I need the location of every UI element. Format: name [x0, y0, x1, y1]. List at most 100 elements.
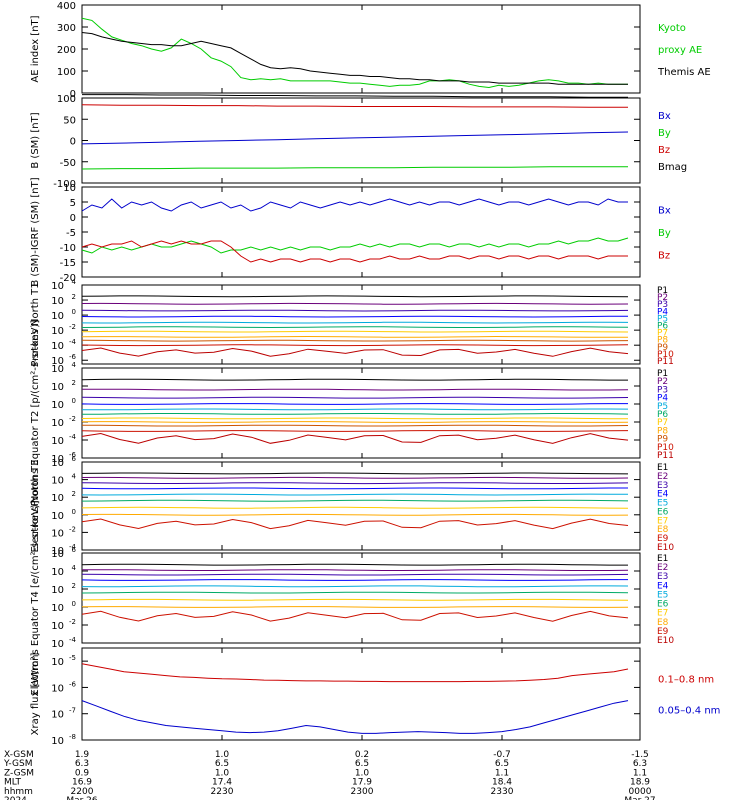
x-axis-cell: 1.0 — [215, 750, 230, 760]
y-tick-label: 10 — [51, 683, 64, 694]
y-tick-label: -20 — [60, 273, 76, 284]
series-line — [81, 472, 629, 475]
y-tick-label: -5 — [66, 228, 76, 239]
series-line — [81, 344, 629, 347]
x-axis-cell: 17.4 — [212, 778, 232, 788]
x-axis-cell: 6.5 — [355, 759, 369, 769]
y-tick-label: 10 — [51, 382, 64, 393]
legend-entry: P9 — [657, 435, 668, 445]
y-tick-label: -100 — [53, 179, 76, 190]
x-axis-cell: 6.3 — [75, 759, 89, 769]
series-line — [81, 476, 629, 479]
series-line — [81, 430, 629, 432]
y-axis-label: B (SM) [nT] — [30, 112, 41, 168]
panel-frame — [81, 461, 641, 551]
series-line — [82, 388, 629, 391]
series-line — [81, 309, 629, 312]
series-line — [81, 198, 628, 212]
series-line — [81, 403, 628, 405]
y-tick-label: 10 — [51, 418, 64, 429]
series-line — [81, 513, 629, 516]
legend-entry: P2 — [657, 377, 668, 387]
y-tick-exponent: -4 — [69, 636, 77, 644]
y-tick-label: 10 — [51, 476, 64, 487]
series-line — [81, 424, 629, 427]
y-tick-label: 10 — [51, 458, 64, 469]
legend-entry: By — [658, 128, 671, 139]
legend-entry: E3 — [657, 572, 668, 582]
y-tick-label: 10 — [51, 454, 64, 465]
legend-entry: P3 — [657, 385, 668, 395]
y-tick-label: -50 — [60, 158, 76, 169]
y-tick-label: 10 — [51, 567, 64, 578]
legend-entry: P8 — [657, 336, 668, 346]
y-tick-label: 10 — [51, 549, 64, 560]
y-axis-label: AE index [nT] — [30, 15, 41, 82]
y-axis-label: Protons North T1 — [30, 282, 41, 366]
x-axis-cell: 0.2 — [355, 750, 369, 760]
legend-entry: E6 — [657, 600, 669, 610]
y-tick-exponent: -2 — [69, 525, 76, 533]
legend-entry: E4 — [657, 490, 669, 500]
legend-entry: E1 — [657, 554, 668, 564]
series-line — [81, 166, 628, 170]
x-axis-cell: 6.5 — [495, 759, 509, 769]
y-tick-label: 10 — [51, 736, 64, 747]
series-line — [81, 104, 628, 108]
x-axis-row-label: hhmm — [4, 787, 33, 797]
x-axis-cell: 2300 — [351, 787, 374, 797]
x-axis-cell: 1.1 — [495, 768, 509, 778]
y-tick-exponent: 4 — [72, 361, 77, 369]
x-axis-cell: 2330 — [491, 787, 514, 797]
series-line — [81, 335, 629, 338]
x-axis-row-label: MLT — [4, 778, 22, 788]
series-line — [81, 339, 629, 342]
legend-entry: P9 — [657, 343, 668, 353]
panel-frame — [81, 367, 641, 459]
y-tick-label: 200 — [57, 45, 76, 56]
y-tick-label: 10 — [51, 296, 64, 307]
legend-entry: E7 — [657, 516, 668, 526]
x-axis-cell: -0.7 — [493, 750, 511, 760]
y-tick-exponent: -2 — [69, 323, 76, 331]
series-line — [81, 663, 629, 683]
legend-entry: P10 — [657, 350, 674, 360]
y-tick-label: 100 — [57, 67, 76, 78]
series-line — [81, 330, 629, 333]
y-tick-label: 400 — [57, 1, 76, 12]
x-axis-row-label: X-GSM — [4, 750, 34, 760]
legend-entry: E9 — [657, 627, 669, 637]
y-tick-label: 10 — [51, 657, 64, 668]
y-tick-exponent: -4 — [69, 433, 77, 441]
series-line — [81, 237, 629, 254]
y-tick-exponent: -2 — [69, 618, 76, 626]
panel-frame — [81, 97, 641, 184]
legend-entry: Themis AE — [657, 67, 711, 78]
y-axis-label: Electrons North T3 — [30, 459, 41, 552]
legend-entry: E6 — [657, 507, 669, 517]
series-line — [81, 573, 629, 576]
series-line — [81, 591, 629, 594]
y-tick-label: 50 — [63, 115, 76, 126]
y-tick-exponent: 4 — [72, 564, 77, 572]
y-tick-label: 0 — [70, 89, 76, 100]
y-tick-label: 10 — [51, 710, 64, 721]
series-line — [81, 563, 628, 566]
y-tick-exponent: 2 — [72, 293, 76, 301]
series-line — [81, 499, 629, 502]
y-tick-label: 10 — [51, 311, 64, 322]
legend-entry: E2 — [657, 563, 668, 573]
y-axis-label: Protons Equator T2 [p/(cm²-s-sr-keV)] — [30, 320, 41, 507]
x-axis-cell: 17.9 — [352, 778, 372, 788]
series-line — [81, 240, 628, 263]
y-tick-exponent: -6 — [69, 451, 77, 459]
legend-entry: Bz — [658, 251, 670, 262]
legend-entry: E7 — [657, 609, 668, 619]
y-tick-label: -15 — [60, 258, 76, 269]
legend-entry: Bmag — [658, 162, 687, 173]
x-axis-cell: 1.9 — [75, 750, 90, 760]
y-tick-exponent: -5 — [69, 654, 76, 662]
panel-frame — [81, 552, 641, 644]
legend-entry: proxy AE — [658, 45, 702, 56]
y-tick-exponent: -4 — [69, 338, 77, 346]
